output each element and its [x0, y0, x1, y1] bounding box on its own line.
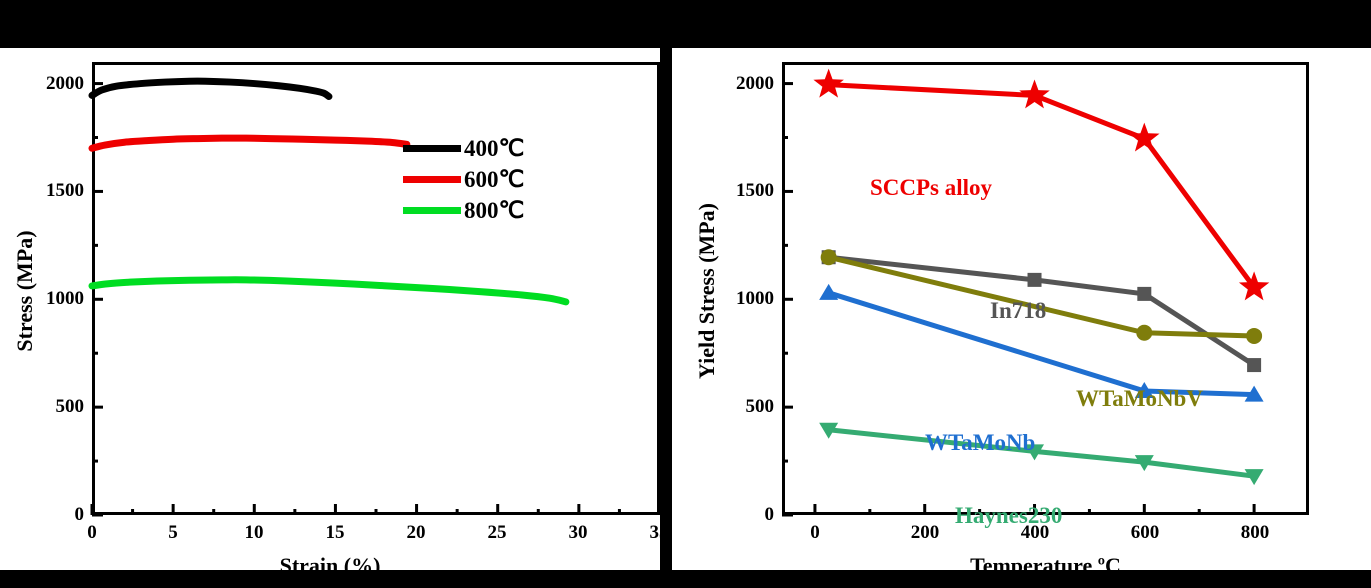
series-label-sccps: SCCPs alloy: [870, 175, 993, 200]
letterbox-top: [0, 0, 1371, 48]
series-line-4: [826, 427, 1257, 479]
x-axis-title-right: Temperature ºC: [970, 553, 1121, 578]
xtick-right-4: 800: [1240, 522, 1270, 543]
series-line-1: [826, 254, 1257, 368]
ytick-right-0: 0: [764, 504, 775, 525]
series-label-wtamonbv: WTaMoNbV: [1076, 386, 1203, 411]
xtick-right-1: 200: [910, 522, 940, 543]
ytick-left-0: 0: [74, 504, 85, 525]
series-curve-1: [88, 134, 411, 152]
series-label-wtamonb: WTaMoNb: [925, 430, 1036, 455]
ytick-right-2: 1000: [736, 288, 774, 309]
xtick-left-0: 0: [87, 522, 97, 543]
legend-item-800[interactable]: 800℃: [403, 195, 524, 226]
ytick-left-2: 1000: [46, 288, 84, 309]
legend-item-400[interactable]: 400℃: [403, 133, 524, 164]
ytick-left-4: 2000: [46, 73, 84, 94]
xtick-left-5: 25: [487, 522, 507, 543]
panel-divider: [660, 0, 672, 588]
ytick-right-1: 500: [745, 396, 775, 417]
legend-label-400: 400℃: [464, 135, 525, 161]
x-axis-title-left: Strain (%): [279, 553, 381, 578]
xtick-left-3: 15: [325, 522, 345, 543]
panel-yield-stress: 0 200 400 600 800 0 500 1000 1500 2000 T…: [672, 48, 1371, 578]
ytick-left-1: 500: [55, 396, 85, 417]
xtick-left-1: 5: [168, 522, 178, 543]
ytick-left-3: 1500: [46, 180, 84, 201]
legend-left: 400℃ 600℃ 800℃: [403, 133, 524, 226]
legend-swatch-800: [403, 207, 461, 214]
ytick-right-4: 2000: [736, 73, 774, 94]
legend-swatch-400: [403, 145, 461, 152]
legend-label-800: 800℃: [464, 197, 525, 223]
y-axis-title-left: Stress (MPa): [12, 230, 37, 352]
xtick-right-2: 400: [1020, 522, 1050, 543]
xtick-left-2: 10: [244, 522, 264, 543]
legend-swatch-600: [403, 176, 461, 183]
letterbox-bottom: [0, 570, 1371, 588]
ytick-right-3: 1500: [736, 180, 774, 201]
panel-stress-strain: 0 5 10 15 20 25 30 35 0 500 1000 1500 20…: [0, 48, 669, 578]
series-curve-2: [88, 276, 570, 306]
series-label-haynes230: Haynes230: [955, 503, 1063, 528]
yield-stress-plot: [782, 68, 1270, 517]
xtick-right-0: 0: [810, 522, 820, 543]
clipped-text-fragment: ..: [38, 30, 68, 52]
series-curve-0: [88, 77, 333, 101]
y-axis-title-right: Yield Stress (MPa): [694, 203, 719, 379]
series-line-0: [826, 82, 1257, 290]
xtick-left-4: 20: [406, 522, 426, 543]
legend-label-600: 600℃: [464, 166, 525, 192]
xtick-left-6: 30: [568, 522, 588, 543]
xtick-right-3: 600: [1130, 522, 1160, 543]
legend-item-600[interactable]: 600℃: [403, 164, 524, 195]
series-label-in718: In718: [990, 298, 1047, 323]
stress-strain-plot: [88, 77, 662, 517]
plot-frame-right: [782, 62, 1309, 515]
